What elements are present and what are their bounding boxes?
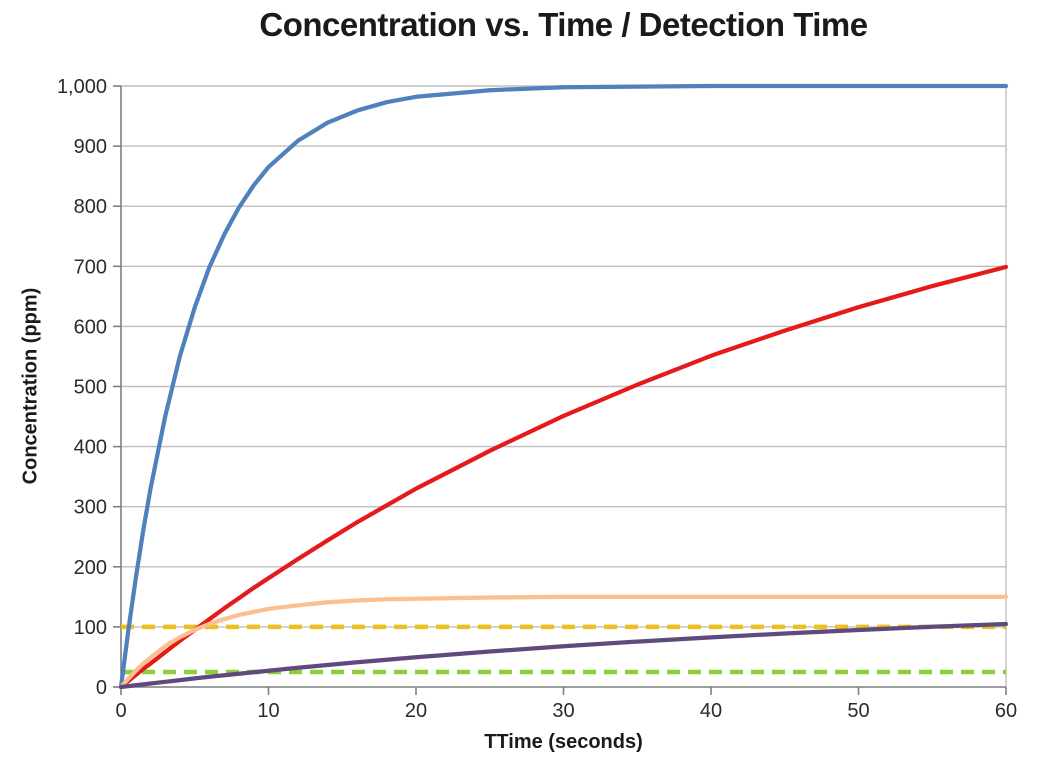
x-axis-title: TTime (seconds) [484,731,643,753]
series-red-1000ppm-slow [118,264,1009,690]
x-tick-label: 0 [115,700,126,722]
series-blue-1000ppm-fast [118,83,1009,690]
y-tick-label: 300 [74,497,107,519]
x-tick-label: 60 [995,700,1017,722]
x-tick-label: 20 [405,700,427,722]
y-tick-label: 500 [74,377,107,399]
y-tick-label: 700 [74,256,107,278]
x-tick-label: 40 [700,700,722,722]
y-tick-label: 200 [74,557,107,579]
y-tick-label: 1,000 [57,76,107,98]
y-tick-label: 400 [74,437,107,459]
series-purple-150ppm-slow [118,621,1009,690]
y-tick-label: 0 [96,677,107,699]
chart-title: Concentration vs. Time / Detection Time [259,6,868,43]
y-tick-label: 900 [74,136,107,158]
y-tick-label: 600 [74,316,107,338]
y-tick-label: 800 [74,196,107,218]
y-tick-label: 100 [74,617,107,639]
x-tick-label: 30 [552,700,574,722]
x-tick-label: 50 [847,700,869,722]
series-tan-150ppm-fast [118,594,1009,690]
x-tick-label: 10 [257,700,279,722]
